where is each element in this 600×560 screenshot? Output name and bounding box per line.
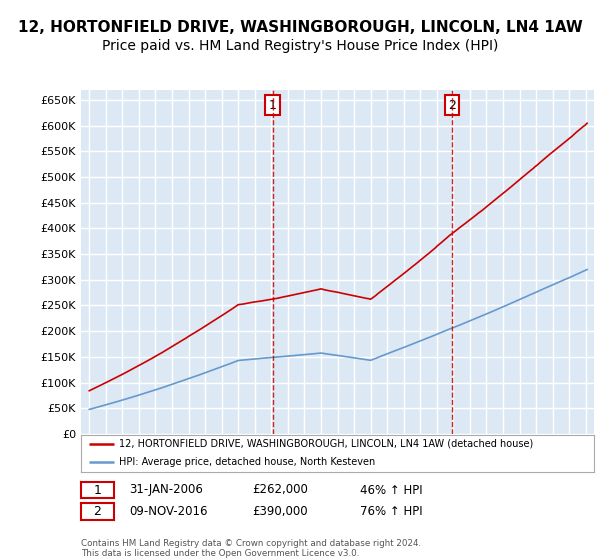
Text: 31-JAN-2006: 31-JAN-2006 [129, 483, 203, 497]
Text: £390,000: £390,000 [252, 505, 308, 518]
Text: 1: 1 [269, 99, 277, 111]
Text: Price paid vs. HM Land Registry's House Price Index (HPI): Price paid vs. HM Land Registry's House … [102, 39, 498, 53]
Text: 12, HORTONFIELD DRIVE, WASHINGBOROUGH, LINCOLN, LN4 1AW: 12, HORTONFIELD DRIVE, WASHINGBOROUGH, L… [17, 20, 583, 35]
Text: £262,000: £262,000 [252, 483, 308, 497]
Text: 2: 2 [448, 99, 456, 111]
Text: Contains HM Land Registry data © Crown copyright and database right 2024.
This d: Contains HM Land Registry data © Crown c… [81, 539, 421, 558]
Text: 1: 1 [94, 483, 101, 497]
Text: 46% ↑ HPI: 46% ↑ HPI [360, 483, 422, 497]
Text: 09-NOV-2016: 09-NOV-2016 [129, 505, 208, 518]
Text: 76% ↑ HPI: 76% ↑ HPI [360, 505, 422, 518]
Text: HPI: Average price, detached house, North Kesteven: HPI: Average price, detached house, Nort… [119, 458, 376, 467]
Text: 2: 2 [94, 505, 101, 518]
Text: 12, HORTONFIELD DRIVE, WASHINGBOROUGH, LINCOLN, LN4 1AW (detached house): 12, HORTONFIELD DRIVE, WASHINGBOROUGH, L… [119, 439, 534, 449]
